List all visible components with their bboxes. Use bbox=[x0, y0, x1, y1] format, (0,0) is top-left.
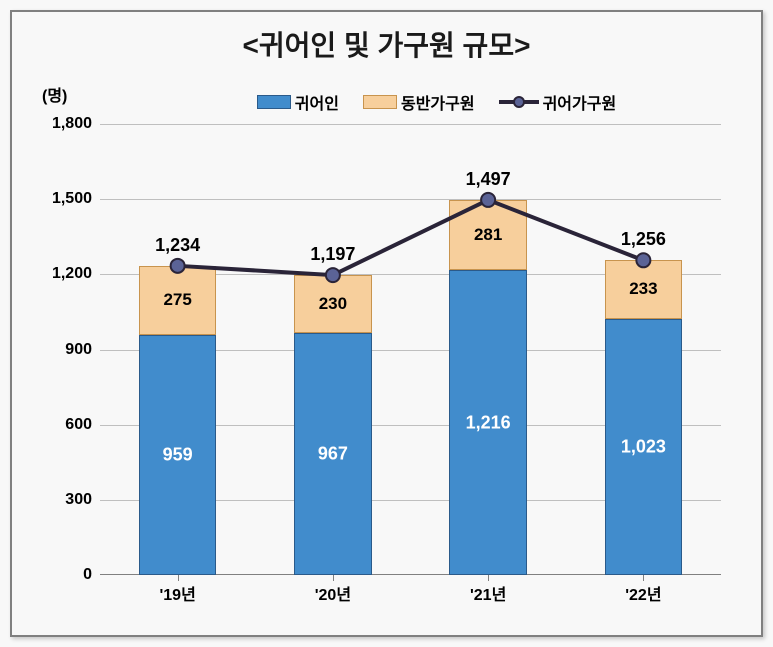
grid-line bbox=[100, 124, 721, 125]
legend-marker-icon bbox=[513, 96, 525, 108]
bar-series2: 281 bbox=[449, 200, 527, 270]
line-value-label: 1,234 bbox=[155, 235, 200, 256]
legend: 귀어인 동반가구원 귀어가구원 bbox=[172, 90, 701, 114]
bar-label-series1: 967 bbox=[295, 443, 371, 464]
y-tick-label: 600 bbox=[42, 416, 92, 434]
bar-series2: 233 bbox=[605, 260, 683, 318]
bar-label-series2: 275 bbox=[140, 290, 216, 310]
line-value-label: 1,197 bbox=[310, 244, 355, 265]
legend-item-2: 동반가구원 bbox=[363, 90, 475, 114]
bar-label-series1: 959 bbox=[140, 444, 216, 465]
x-tick-label: '21년 bbox=[470, 581, 506, 605]
bar-series2: 275 bbox=[139, 266, 217, 335]
y-tick-label: 1,500 bbox=[42, 190, 92, 208]
x-tick-label: '19년 bbox=[159, 581, 195, 605]
legend-swatch-2 bbox=[363, 95, 397, 109]
line-value-label: 1,256 bbox=[621, 229, 666, 250]
legend-swatch-1 bbox=[257, 95, 291, 109]
y-tick-label: 0 bbox=[42, 566, 92, 584]
legend-label-3: 귀어가구원 bbox=[543, 90, 617, 114]
bar-label-series1: 1,216 bbox=[450, 412, 526, 433]
bar-series1: 1,216 bbox=[449, 270, 527, 575]
legend-item-3: 귀어가구원 bbox=[499, 90, 617, 114]
y-tick-label: 1,800 bbox=[42, 115, 92, 133]
chart-container: <귀어인 및 가구원 규모> (명) 귀어인 동반가구원 귀어가구원 0 300 6… bbox=[10, 10, 763, 637]
bar-series1: 1,023 bbox=[605, 319, 683, 575]
plot-area: 03006009001,2001,5001,800959275'19년96723… bbox=[100, 124, 721, 575]
bar-series1: 967 bbox=[294, 333, 372, 575]
line-value-label: 1,497 bbox=[466, 169, 511, 190]
bar-label-series2: 230 bbox=[295, 294, 371, 314]
y-tick-label: 1,200 bbox=[42, 265, 92, 283]
bar-label-series2: 281 bbox=[450, 225, 526, 245]
bar-label-series2: 233 bbox=[606, 279, 682, 299]
y-tick-label: 900 bbox=[42, 341, 92, 359]
x-tick-label: '22년 bbox=[625, 581, 661, 605]
y-tick-label: 300 bbox=[42, 491, 92, 509]
chart-title: <귀어인 및 가구원 규모> bbox=[12, 12, 761, 72]
bar-series1: 959 bbox=[139, 335, 217, 575]
y-axis-unit: (명) bbox=[42, 82, 67, 106]
legend-label-2: 동반가구원 bbox=[401, 90, 475, 114]
x-tick-label: '20년 bbox=[315, 581, 351, 605]
legend-label-1: 귀어인 bbox=[295, 90, 339, 114]
legend-item-1: 귀어인 bbox=[257, 90, 339, 114]
bar-label-series1: 1,023 bbox=[606, 436, 682, 457]
grid-line bbox=[100, 199, 721, 200]
bar-series2: 230 bbox=[294, 275, 372, 333]
legend-line-icon bbox=[499, 100, 539, 104]
line-series bbox=[178, 200, 644, 275]
